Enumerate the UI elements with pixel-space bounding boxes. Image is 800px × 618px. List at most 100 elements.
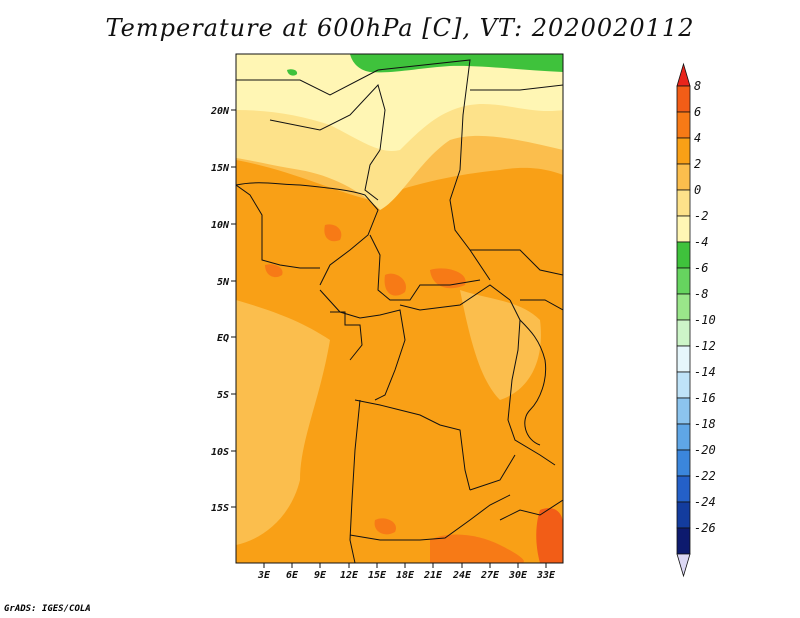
colorbar-label: -12 [694, 339, 716, 353]
lon-label-18e: 18E [396, 570, 415, 581]
field-warm-patch-3 [430, 268, 466, 289]
temperature-field [236, 54, 563, 563]
border-gabon [330, 311, 363, 361]
colorbar-box [676, 293, 691, 321]
colorbar: 8 6 4 2 0 -2 -4 -6 -8 -10 -12 -14 -16 -18 -20 -22 -24 -26 [676, 62, 716, 578]
border-car-drc [399, 284, 511, 311]
field-pale-east [460, 290, 541, 400]
lon-label-33e: 33E [536, 570, 556, 581]
border-uganda-kenya [520, 299, 563, 311]
field-warm-patch-1 [265, 264, 283, 278]
field-warm-patch-2 [384, 273, 406, 296]
field-green-patch [350, 54, 563, 73]
lon-label-21e: 21E [423, 570, 443, 581]
colorbar-box [676, 527, 691, 555]
border-niger-chad [364, 149, 381, 201]
border-drc-angola [354, 399, 471, 491]
field-warm-band [236, 160, 563, 563]
lon-label-9e: 9E [314, 570, 327, 581]
colorbar-label: 0 [694, 183, 701, 197]
colorbar-label: -2 [694, 209, 708, 223]
field-warm-patch-7 [324, 224, 342, 242]
map-title: Temperature at 600hPa [C], VT: 202002011… [105, 14, 695, 42]
border-drc-east [507, 299, 556, 466]
colorbar-label: 8 [694, 79, 701, 93]
border-sudan-east [470, 249, 563, 276]
field-warm-patch-6 [536, 508, 563, 563]
border-cameroon-car [369, 234, 481, 301]
credit-text: GrADS: IGES/COLA [4, 604, 91, 614]
colorbar-box [676, 241, 691, 269]
border-angola-zambia [349, 399, 361, 563]
colorbar-label: -26 [694, 521, 716, 535]
lat-label-15s: 15S [211, 503, 229, 514]
field-green-dot [287, 69, 298, 76]
colorbar-label: 4 [694, 131, 701, 145]
lon-label-12e: 12E [340, 570, 359, 581]
colorbar-label: -8 [694, 287, 708, 301]
colorbar-box [676, 85, 691, 113]
lat-label-15n: 15N [211, 163, 230, 174]
lat-label-10n: 10N [211, 220, 230, 231]
lon-label-15e: 15E [368, 570, 387, 581]
field-warm-patch-4 [374, 518, 396, 535]
colorbar-box [676, 397, 691, 425]
colorbar-box [676, 111, 691, 139]
border-mali-niger [269, 84, 386, 151]
latitude-axis: 20N 15N 10N 5N EQ 5S 10S 15S [210, 106, 236, 514]
lon-label-6e: 6E [286, 570, 299, 581]
colorbar-box [676, 501, 691, 529]
colorbar-label: -4 [694, 235, 708, 249]
colorbar-label: -16 [694, 391, 716, 405]
colorbar-bottom-arrow [676, 553, 691, 578]
lon-label-27e: 27E [480, 570, 500, 581]
colorbar-box [676, 189, 691, 217]
border-algeria-mali [236, 69, 379, 96]
border-north-east [470, 84, 563, 91]
border-west-coast [236, 184, 320, 269]
colorbar-label: 6 [694, 105, 701, 119]
colorbar-box [676, 319, 691, 347]
lon-label-30e: 30E [508, 570, 528, 581]
border-congo [319, 289, 406, 401]
colorbar-box [676, 423, 691, 451]
map-frame [235, 53, 564, 564]
field-top-light [236, 54, 563, 151]
colorbar-label: 2 [694, 157, 701, 171]
colorbar-box [676, 267, 691, 295]
border-nigeria [236, 182, 379, 286]
border-angola-namibia [349, 494, 511, 541]
border-libya-sudan [377, 59, 471, 171]
colorbar-box [676, 475, 691, 503]
lon-label-24e: 24E [452, 570, 472, 581]
country-borders [236, 59, 563, 563]
colorbar-top-arrow [676, 62, 691, 87]
lon-label-3e: 3E [257, 570, 271, 581]
lat-label-20n: 20N [210, 106, 230, 117]
colorbar-label: -20 [694, 443, 716, 457]
lat-label-5s: 5S [217, 390, 229, 401]
colorbar-label: -14 [694, 365, 716, 379]
colorbar-box [676, 345, 691, 373]
colorbar-label: -6 [694, 261, 708, 275]
border-south-east [499, 499, 563, 521]
colorbar-box [676, 215, 691, 243]
lat-label-eq: EQ [217, 333, 229, 344]
colorbar-label: -22 [694, 469, 716, 483]
colorbar-box [676, 163, 691, 191]
lat-label-5n: 5N [217, 277, 230, 288]
colorbar-box [676, 371, 691, 399]
border-zambia-east [469, 454, 516, 491]
lat-label-10s: 10S [211, 447, 229, 458]
colorbar-label: -24 [694, 495, 716, 509]
border-sudan-chad [449, 169, 491, 281]
colorbar-label: -10 [694, 313, 716, 327]
field-pale-west [236, 300, 330, 545]
border-east-lakes [519, 319, 547, 446]
longitude-axis: 3E 6E 9E 12E 15E 18E 21E 24E 27E 30E 33E [257, 563, 556, 581]
colorbar-box [676, 137, 691, 165]
field-warm-patch-5 [430, 534, 524, 563]
colorbar-label: -18 [694, 417, 716, 431]
colorbar-box [676, 449, 691, 477]
